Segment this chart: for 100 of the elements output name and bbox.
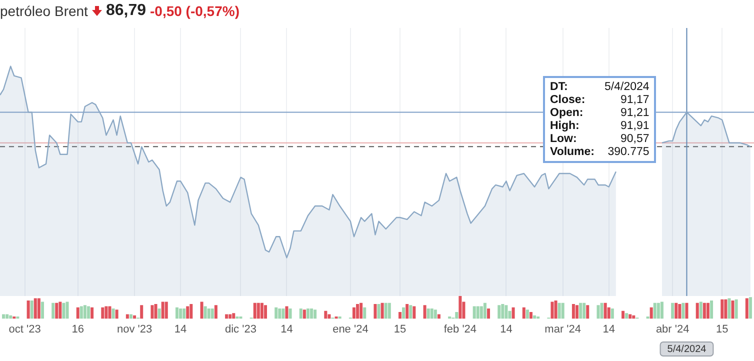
text: 5/4/2024 [667, 344, 707, 355]
bar [678, 304, 682, 319]
bar [377, 304, 380, 319]
bar [398, 312, 402, 319]
bar [86, 306, 90, 319]
bar [310, 308, 314, 319]
bar [731, 300, 734, 319]
annotation: 91,17 [620, 94, 650, 106]
bar [586, 305, 590, 319]
bar [576, 305, 579, 319]
bar [274, 307, 278, 319]
bar [58, 302, 62, 319]
bar [52, 302, 55, 319]
bar [363, 307, 366, 319]
x-tick-label: 14 [500, 323, 512, 336]
bar [154, 304, 158, 319]
bar [126, 314, 129, 319]
bar [6, 314, 9, 319]
text: -0,50 (-0,57%) [150, 3, 240, 19]
bar [558, 302, 561, 319]
bar [129, 314, 132, 319]
bar [288, 308, 292, 319]
bar [182, 308, 186, 319]
bar [512, 307, 515, 319]
bar [455, 312, 458, 319]
bar [685, 302, 688, 319]
bar [674, 302, 678, 319]
x-tick-label: 14 [280, 323, 293, 336]
annotation: 91,91 [620, 120, 650, 132]
bar [356, 304, 360, 319]
bar [150, 305, 154, 319]
bar [650, 307, 653, 319]
annotation: 90,57 [620, 133, 650, 145]
bar [625, 313, 628, 319]
bar [2, 314, 6, 319]
bar [179, 308, 182, 319]
bar [412, 306, 416, 319]
bar [164, 302, 168, 319]
bar [388, 302, 391, 319]
bar [745, 298, 748, 319]
x-tick-label: 15 [394, 323, 406, 336]
bar [384, 302, 388, 319]
bar [264, 305, 267, 319]
x-tick-label: feb '24 [444, 323, 477, 336]
bar [324, 310, 328, 319]
bar [480, 306, 483, 319]
bar [458, 296, 462, 319]
bar [108, 306, 112, 319]
annotation: DT: [550, 81, 569, 93]
bar [66, 302, 69, 319]
x-tick-label: 16 [72, 323, 84, 336]
bar [406, 304, 409, 319]
bar [600, 302, 604, 319]
bar [504, 305, 508, 319]
bar [26, 300, 30, 319]
bar [104, 306, 108, 319]
bar [472, 306, 476, 319]
x-tick-label: oct '23 [8, 323, 41, 336]
bar [610, 308, 614, 319]
x-tick-label: nov '23 [116, 323, 152, 336]
bar [728, 298, 731, 319]
bar [561, 302, 564, 319]
bar [207, 308, 210, 319]
bar [526, 310, 529, 319]
bar [302, 310, 306, 319]
bar [186, 306, 190, 319]
bar [653, 302, 656, 319]
bar [256, 302, 260, 319]
bar [40, 302, 44, 319]
bar [306, 308, 310, 319]
bar [724, 299, 728, 319]
bar [579, 302, 582, 319]
bar [596, 305, 600, 319]
bar [604, 302, 607, 319]
bar [190, 304, 193, 319]
bar [660, 302, 664, 319]
bar [112, 308, 115, 319]
bar [622, 310, 625, 319]
chart-title: petróleo Brent [0, 3, 88, 19]
bar [62, 302, 66, 319]
bar [423, 305, 426, 319]
bar [204, 306, 207, 319]
bar [696, 302, 699, 319]
bar [522, 307, 526, 319]
bar [437, 314, 440, 319]
bar [161, 302, 164, 319]
bar [550, 302, 554, 319]
bar [498, 305, 501, 319]
x-tick-label: ene '24 [332, 323, 368, 336]
bar [115, 310, 118, 319]
x-tick-label: 14 [602, 323, 615, 336]
bar [720, 299, 724, 319]
annotation: 91,21 [620, 107, 650, 119]
bar [628, 314, 632, 319]
annotation: Close: [550, 94, 586, 106]
bar [253, 302, 256, 319]
bar [228, 314, 232, 319]
bar [702, 302, 706, 319]
bar [90, 307, 94, 319]
bar [80, 306, 83, 319]
